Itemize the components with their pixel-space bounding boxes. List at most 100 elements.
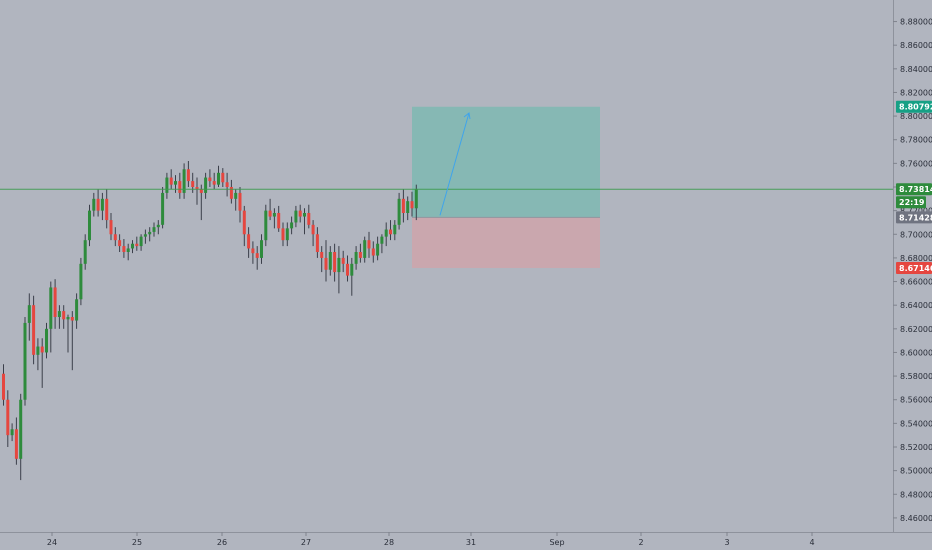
candle-body-down <box>191 181 195 187</box>
candle-body-up <box>350 263 354 276</box>
candle <box>83 234 87 270</box>
candle-body-down <box>109 220 113 235</box>
y-axis-panel[interactable] <box>893 0 932 550</box>
candle-body-up <box>148 231 152 235</box>
candle-body-up <box>57 311 61 317</box>
candle <box>208 169 212 187</box>
candle <box>186 161 190 187</box>
candle-body-down <box>238 192 242 211</box>
candle-body-down <box>268 210 272 217</box>
x-tick-label: 24 <box>47 538 57 547</box>
candle-body-down <box>199 189 203 193</box>
candle <box>156 220 160 235</box>
candle <box>397 192 401 230</box>
y-tick-label: 8.84000 <box>900 65 932 74</box>
candle <box>315 227 319 258</box>
candle <box>66 314 70 353</box>
candle <box>109 213 113 241</box>
candle-body-down <box>6 399 10 436</box>
candle-body-down <box>40 346 44 353</box>
candle-body-up <box>397 198 401 225</box>
target-zone[interactable] <box>412 106 600 218</box>
candle-body-down <box>251 248 255 254</box>
y-tick-label: 8.48000 <box>900 490 932 499</box>
y-tick-label: 8.62000 <box>900 325 932 334</box>
candle-body-up <box>376 243 380 256</box>
x-tick-label: 4 <box>809 538 814 547</box>
candle-body-down <box>96 198 100 211</box>
candle-body-down <box>225 182 229 187</box>
candle <box>169 169 173 190</box>
candle <box>217 165 220 187</box>
candle-body-down <box>186 169 190 182</box>
candle <box>88 204 91 247</box>
candle <box>255 246 259 270</box>
candle-body-up <box>143 234 147 237</box>
arrow-head <box>463 112 471 120</box>
candle-body-up <box>45 328 48 353</box>
y-tick-label: 8.88000 <box>900 18 932 27</box>
candle <box>393 220 397 241</box>
candle-body-down <box>2 373 5 400</box>
candle <box>277 205 281 232</box>
x-tick-label: 3 <box>724 538 729 547</box>
candle-body-up <box>66 317 70 320</box>
badge-label: 8.73814 <box>899 185 932 194</box>
candle-body-up <box>75 299 79 321</box>
candle <box>53 279 57 329</box>
candlestick-series <box>2 161 418 481</box>
candle <box>122 239 126 258</box>
candle <box>389 220 392 241</box>
y-tick-label: 8.68000 <box>900 254 932 263</box>
stop-zone[interactable] <box>412 217 600 269</box>
candle-body-down <box>32 305 36 355</box>
candle-body-down <box>70 317 74 321</box>
candle <box>268 198 272 221</box>
candle-body-up <box>393 224 397 235</box>
candle-body-down <box>410 201 414 209</box>
candle-body-down <box>247 234 251 249</box>
candle-body-up <box>139 236 143 247</box>
candle-body-up <box>152 227 156 232</box>
candle <box>380 234 384 254</box>
x-tick-label: 27 <box>301 538 311 547</box>
candle-body-down <box>221 172 225 183</box>
arrow-line[interactable] <box>439 112 470 216</box>
candle <box>307 204 311 229</box>
candle <box>229 179 233 204</box>
candle <box>333 243 337 282</box>
candle-body-down <box>320 252 324 258</box>
candle <box>105 189 109 229</box>
candle-body-up <box>165 177 169 193</box>
candle <box>57 305 61 329</box>
candle-body-down <box>358 252 362 258</box>
candle-body-up <box>294 210 298 223</box>
candle <box>410 191 414 217</box>
candle-body-up <box>83 240 87 264</box>
candle <box>19 393 23 481</box>
candle <box>6 390 10 447</box>
candle <box>70 311 74 371</box>
candle-body-down <box>169 177 173 185</box>
candle-body-up <box>354 252 358 264</box>
candle <box>62 305 66 329</box>
candle <box>234 189 238 211</box>
y-tick-label: 8.72000 <box>900 207 932 216</box>
candle <box>401 189 405 223</box>
long-position-tool[interactable] <box>412 106 600 269</box>
x-tick-label: 25 <box>132 538 142 547</box>
candle <box>174 175 177 193</box>
candle <box>311 220 315 247</box>
candle <box>260 234 263 264</box>
candle-body-down <box>367 240 371 249</box>
candle <box>367 231 371 258</box>
candle <box>242 205 246 247</box>
x-tick-label: 2 <box>638 538 643 547</box>
candle <box>178 172 182 199</box>
y-tick-label: 8.58000 <box>900 372 932 381</box>
candle-body-up <box>174 181 177 185</box>
y-tick-label: 8.76000 <box>900 159 932 168</box>
candle-body-down <box>324 257 328 270</box>
